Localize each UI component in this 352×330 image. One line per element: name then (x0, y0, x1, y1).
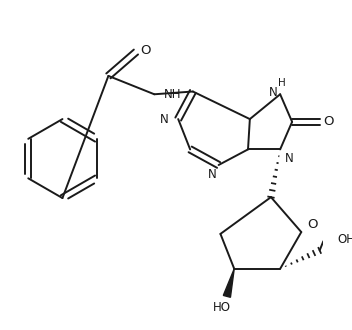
Text: HO: HO (213, 301, 231, 314)
Text: OH: OH (337, 233, 352, 246)
Text: O: O (140, 44, 150, 57)
Text: N: N (285, 152, 294, 165)
Text: N: N (269, 86, 277, 99)
Polygon shape (223, 269, 234, 297)
Text: N: N (160, 113, 169, 126)
Text: H: H (278, 78, 286, 88)
Text: O: O (323, 115, 334, 128)
Text: N: N (208, 168, 217, 181)
Text: NH: NH (163, 88, 181, 101)
Text: O: O (307, 218, 318, 231)
